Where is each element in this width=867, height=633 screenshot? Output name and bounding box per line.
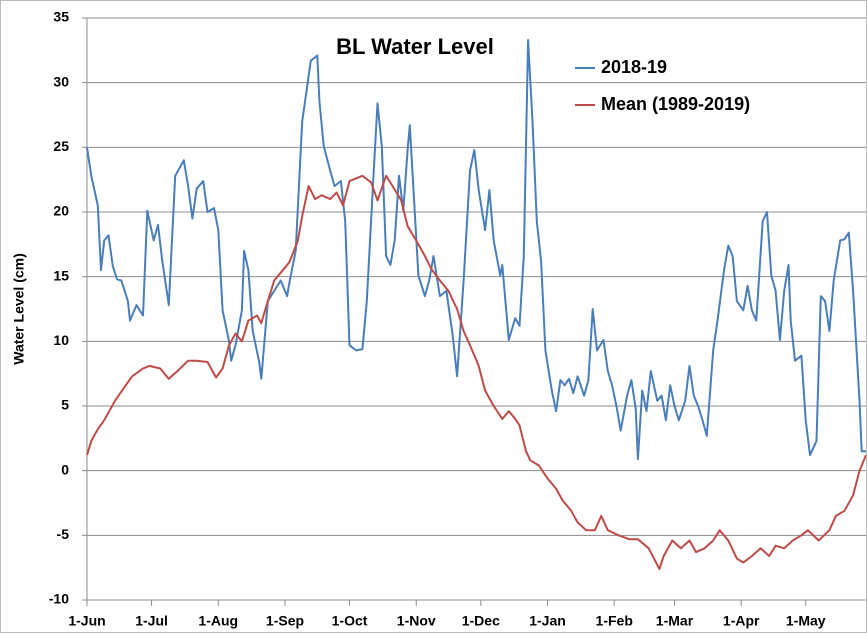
x-tick-label: 1-Jul (135, 613, 168, 629)
x-tick-label: 1-Apr (723, 613, 760, 629)
y-tick-label: -5 (57, 526, 70, 542)
y-tick-label: 25 (53, 138, 69, 154)
y-tick-label: 0 (61, 461, 69, 477)
series-line (86, 39, 866, 460)
x-tick-label: 1-Aug (198, 613, 238, 629)
y-tick-label: 5 (61, 397, 69, 413)
y-tick-label: -10 (49, 591, 69, 607)
x-tick-label: 1-Jun (68, 613, 105, 629)
legend-bg (571, 92, 803, 118)
y-axis-title: Water Level (cm) (11, 253, 27, 365)
y-tick-label: 10 (53, 332, 69, 348)
y-tick-label: 20 (53, 203, 69, 219)
x-tick-label: 1-Nov (397, 613, 436, 629)
x-tick-label: 1-Dec (462, 613, 500, 629)
x-tick-label: 1-Jan (529, 613, 566, 629)
y-tick-label: 30 (53, 73, 69, 89)
chart-title: BL Water Level (336, 34, 494, 59)
y-tick-label: 35 (53, 9, 69, 25)
x-tick-label: 1-Oct (332, 613, 368, 629)
y-tick-label: 15 (53, 267, 69, 283)
series-line (86, 174, 867, 570)
legend-label: Mean (1989-2019) (601, 94, 750, 114)
x-tick-label: 1-Feb (596, 613, 633, 629)
legend-label: 2018-19 (601, 57, 667, 77)
x-tick-label: 1-Mar (656, 613, 694, 629)
x-tick-label: 1-May (786, 613, 826, 629)
x-tick-label: 1-Sep (266, 613, 304, 629)
